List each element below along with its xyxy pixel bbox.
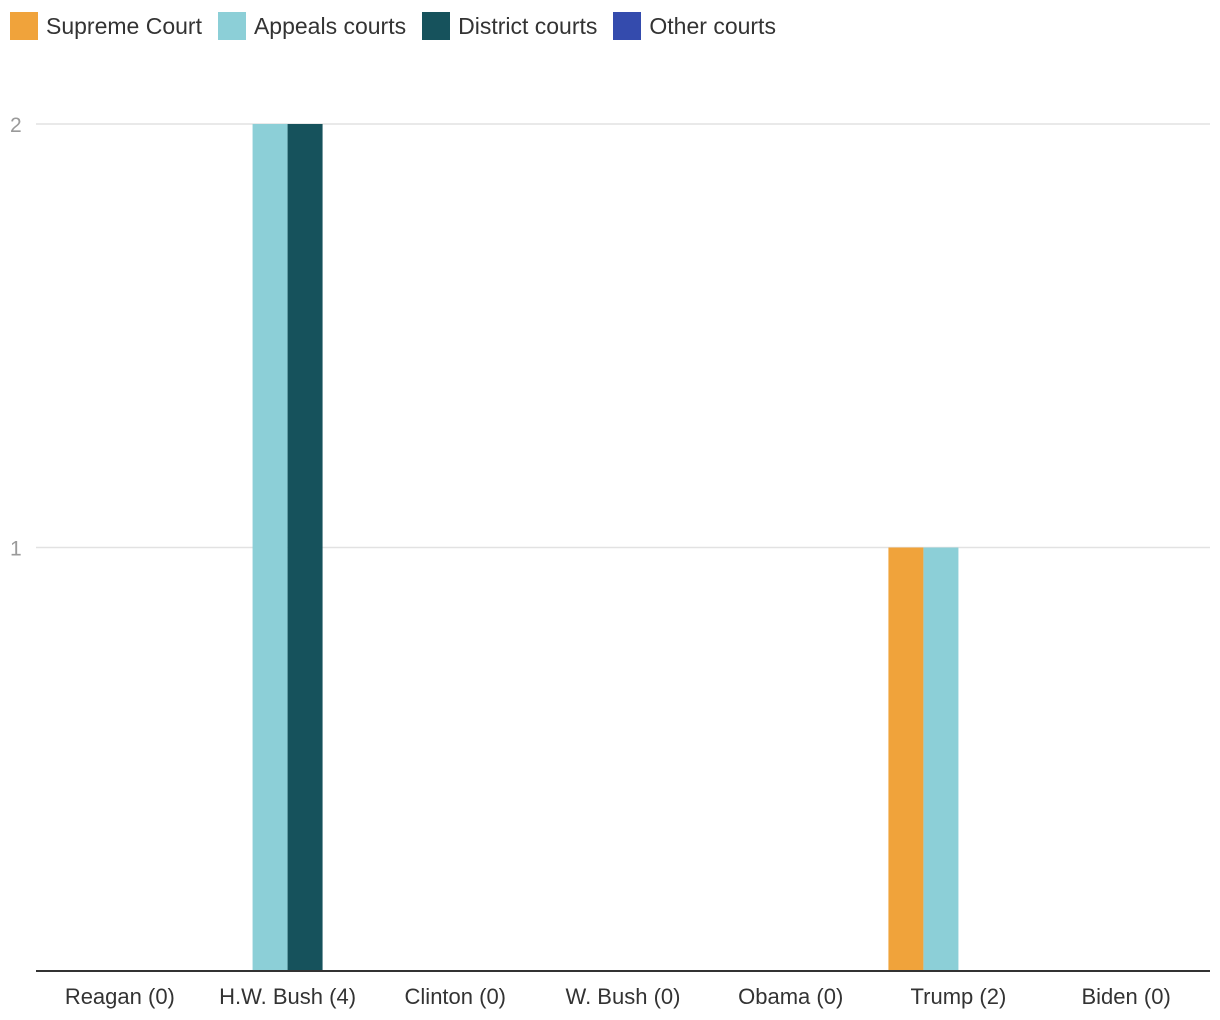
x-category-label: Reagan (0) [65,984,175,1009]
bars [252,124,959,972]
y-tick-label: 1 [10,538,22,561]
y-tick-label: 2 [10,114,22,137]
legend-swatch [10,12,38,40]
legend: Supreme Court Appeals courts District cour… [10,12,792,40]
legend-item-appeals-courts[interactable]: Appeals courts [217,12,407,40]
x-category-label: Biden (0) [1082,984,1171,1009]
y-axis-ticks: 12 [10,114,22,561]
x-category-label: H.W. Bush (4) [219,984,356,1009]
legend-swatch [422,12,451,40]
legend-label: District courts [458,12,598,39]
gridlines [36,123,1210,549]
bar-district-courts-h-w-bush-4[interactable] [287,124,323,971]
legend-label: Appeals courts [253,12,407,39]
x-category-label: W. Bush (0) [566,984,681,1009]
bar-appeals-courts-h-w-bush-4[interactable] [252,124,288,971]
legend-item-other-courts[interactable]: Other courts [613,12,776,40]
x-category-label: Trump (2) [911,984,1007,1009]
bar-supreme-court-trump-2[interactable] [888,547,924,972]
x-category-label: Obama (0) [738,984,843,1009]
legend-label: Other courts [649,12,776,39]
legend-item-district-courts[interactable]: District courts [422,12,597,40]
x-category-label: Clinton (0) [405,984,506,1009]
legend-item-supreme-court[interactable]: Supreme Court [10,12,202,40]
bar-appeals-courts-trump-2[interactable] [923,547,959,972]
legend-label: Supreme Court [46,12,202,39]
legend-swatch [613,12,642,40]
legend-swatch [217,12,246,40]
x-axis-labels: Reagan (0) H.W. Bush (4) Clinton (0) W. Bus… [65,984,1171,1009]
